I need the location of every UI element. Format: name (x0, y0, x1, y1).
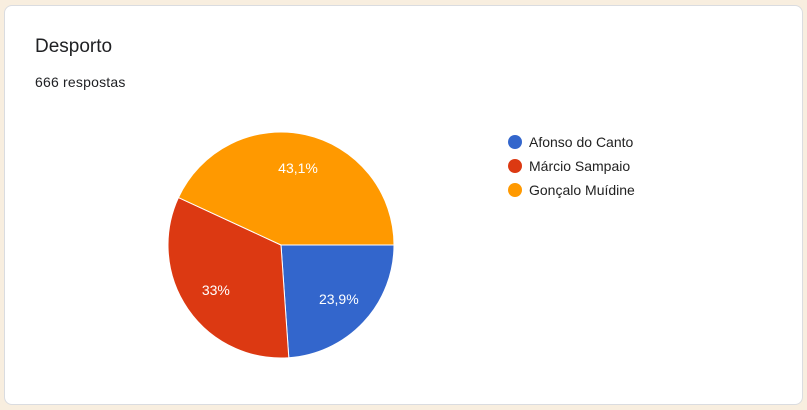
legend-dot-icon (508, 159, 522, 173)
response-count: 666 respostas (35, 74, 126, 90)
pie-slice-3[interactable] (177, 131, 395, 246)
legend-dot-icon (508, 135, 522, 149)
legend-item[interactable]: Gonçalo Muídine (508, 178, 635, 202)
legend-item[interactable]: Afonso do Canto (508, 130, 635, 154)
legend-item[interactable]: Márcio Sampaio (508, 154, 635, 178)
pie-slice-1[interactable] (280, 244, 395, 359)
legend-label: Márcio Sampaio (529, 158, 631, 174)
pie-slice-2[interactable] (167, 196, 290, 359)
question-title: Desporto (35, 36, 113, 57)
legend-label: Gonçalo Muídine (529, 182, 635, 198)
slice-label: 23,9% (319, 291, 359, 307)
chart-card: Desporto 666 respostas (4, 5, 803, 405)
slice-label: 43,1% (278, 160, 318, 176)
legend-label: Afonso do Canto (529, 134, 634, 150)
chart-legend: Afonso do Canto Márcio Sampaio Gonçalo Muí… (508, 130, 635, 202)
slice-label: 33% (202, 282, 230, 298)
legend-dot-icon (508, 183, 522, 197)
